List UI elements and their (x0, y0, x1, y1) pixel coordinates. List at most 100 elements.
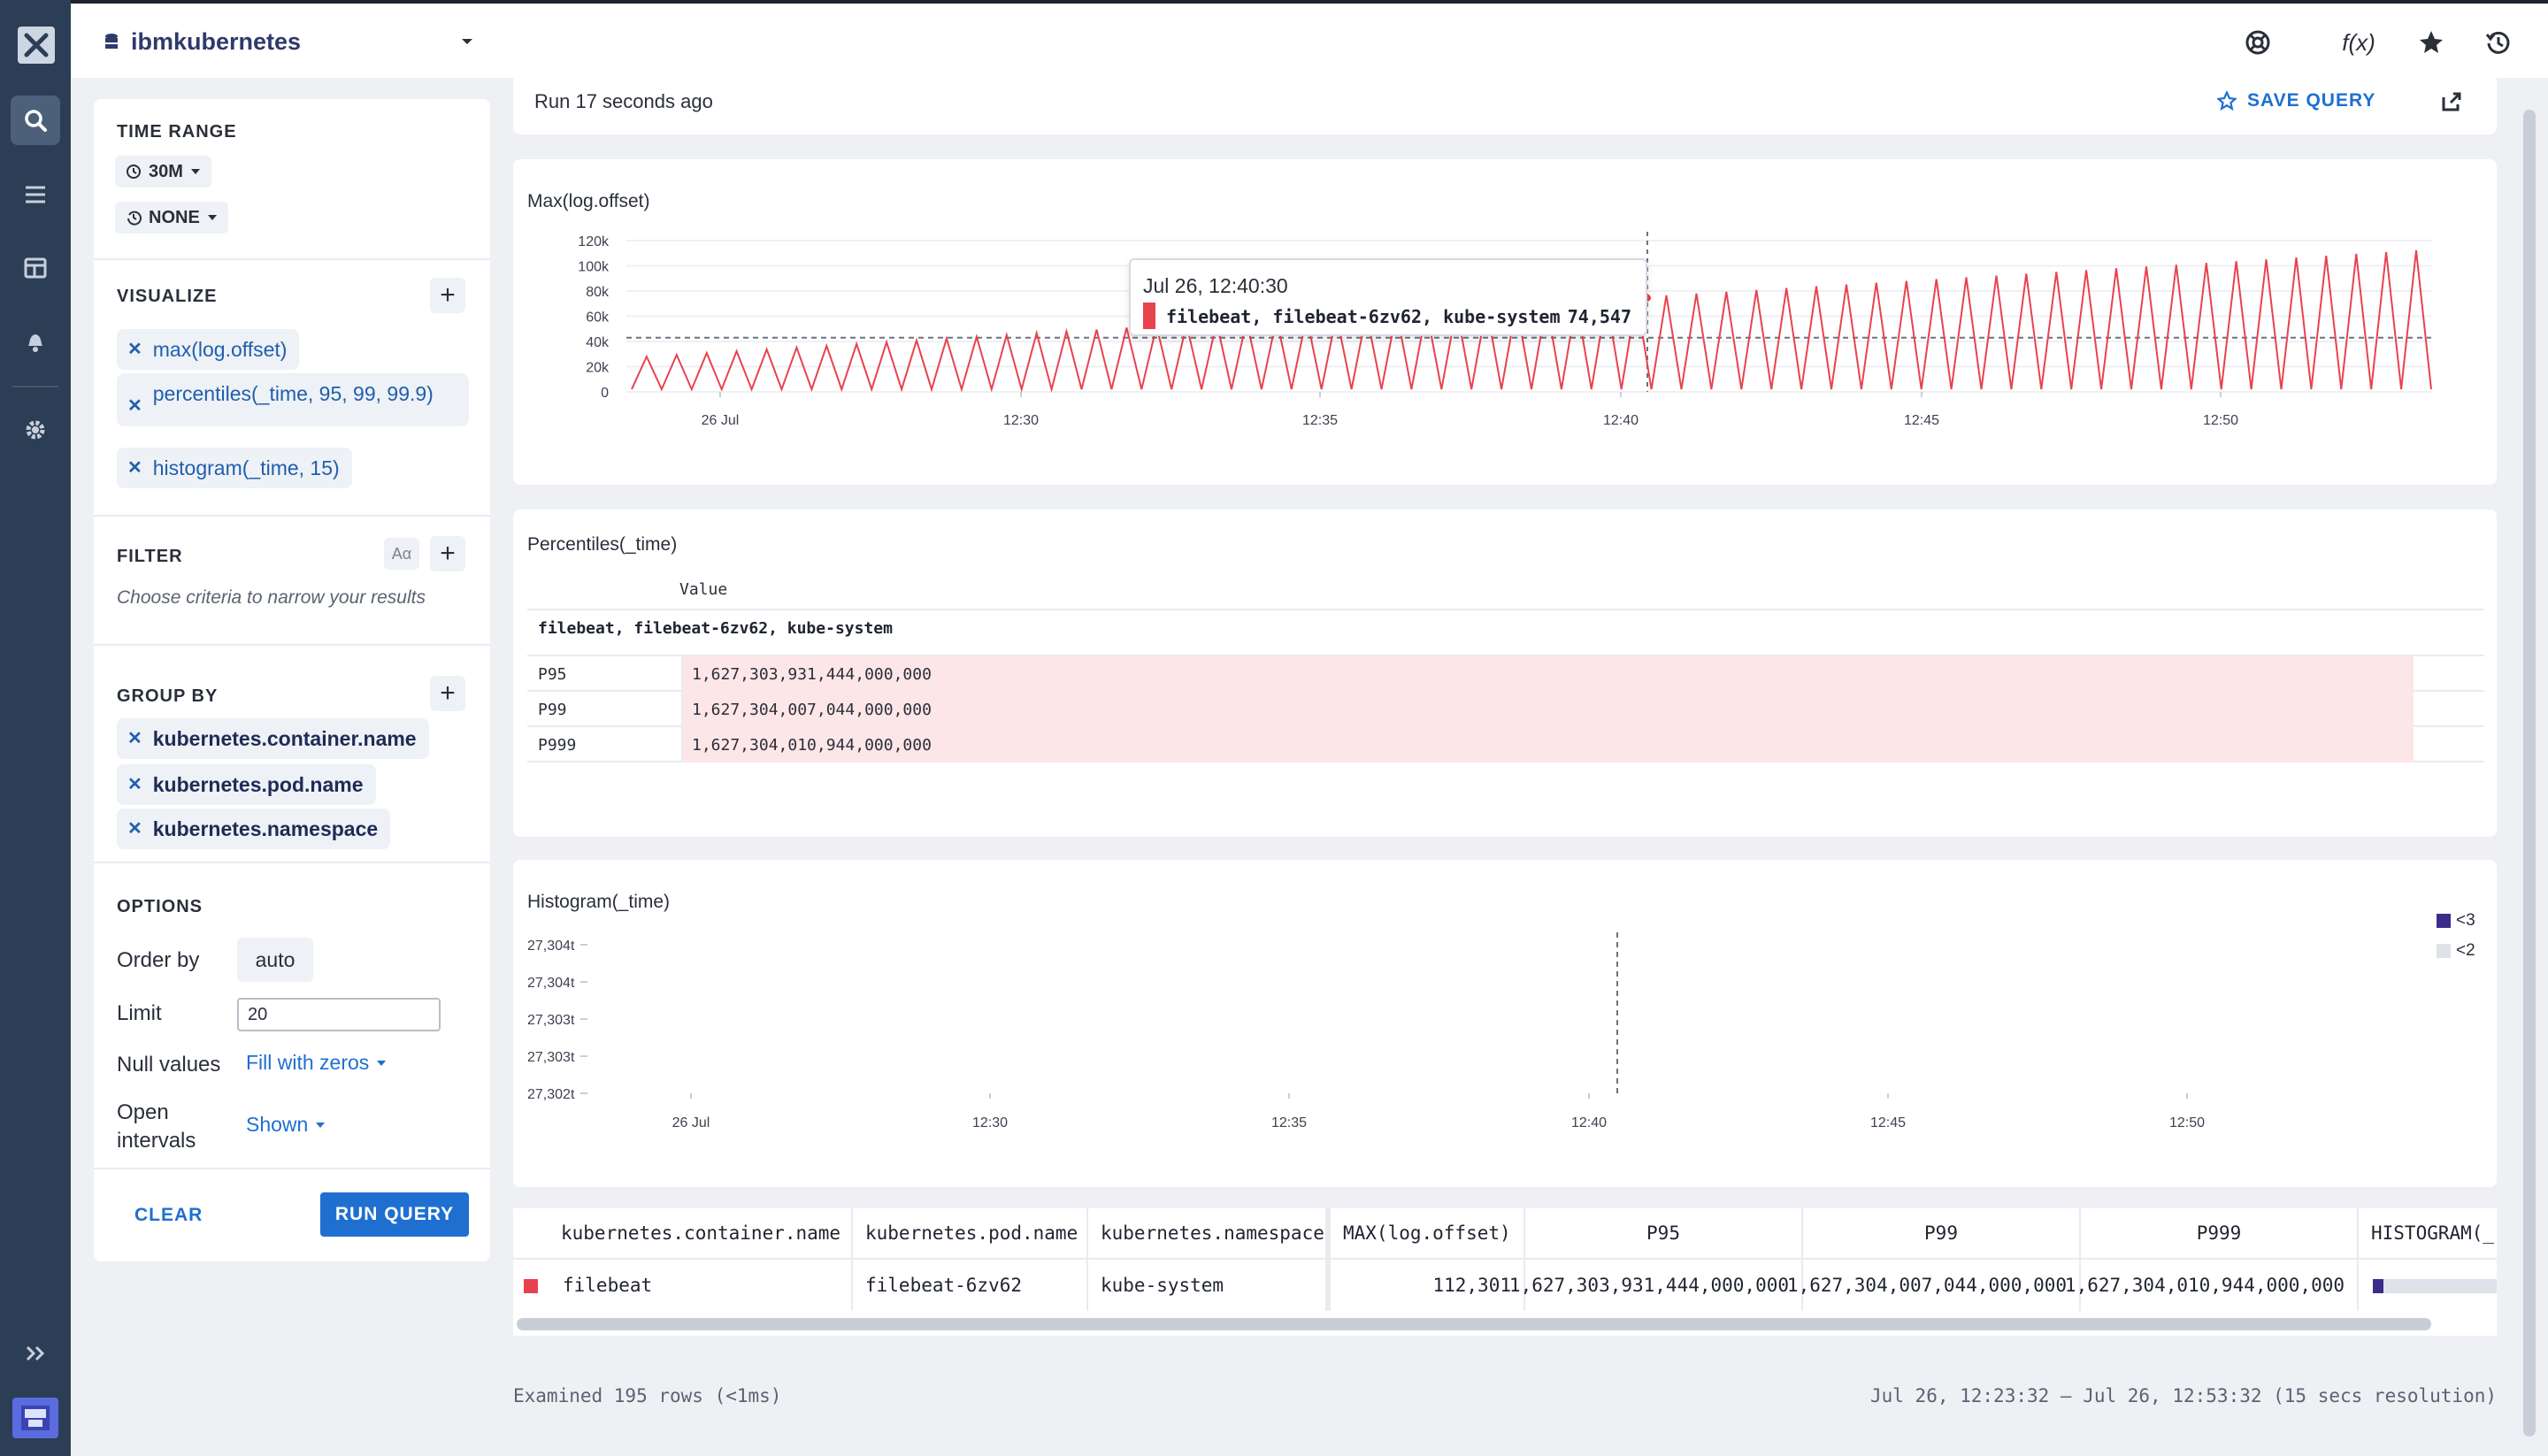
percentiles-label: P999 (538, 736, 577, 755)
order-by-select[interactable]: auto (237, 938, 313, 982)
column-header[interactable]: kubernetes.pod.name (853, 1208, 1088, 1260)
remove-icon[interactable]: ✕ (127, 396, 142, 416)
chevron-down-icon[interactable] (460, 37, 474, 46)
percentiles-label: P95 (538, 665, 567, 684)
filter-section: FILTER Aα + Choose criteria to narrow yo… (94, 517, 490, 646)
group-chip-label: kubernetes.pod.name (152, 773, 364, 796)
avatar[interactable] (12, 1398, 58, 1438)
limit-label: Limit (117, 1001, 162, 1025)
series-swatch (524, 1279, 538, 1293)
horizontal-scrollbar[interactable] (517, 1318, 2431, 1330)
save-query-button[interactable]: SAVE QUERY (2217, 90, 2375, 111)
y-tick-label: 27,304t (527, 939, 575, 954)
remove-icon[interactable]: ✕ (127, 819, 142, 839)
options-title: OPTIONS (117, 897, 203, 916)
histogram-chart[interactable]: 27,304t 27,304t 27,303t 27,303t 27,302t 26 Ju… (513, 860, 2497, 1187)
chart-tooltip: Jul 26, 12:40:30 filebeat, filebeat-6zv6… (1129, 258, 1647, 336)
compare-selector[interactable]: NONE (115, 202, 228, 234)
percentiles-row: P999 1,627,304,010,944,000,000 (527, 727, 2484, 762)
table-cell: 1,627,303,931,444,000,000 (1509, 1260, 1803, 1311)
visualize-chip[interactable]: ✕ histogram(_time, 15) (117, 448, 352, 488)
group-by-section: GROUP BY + ✕ kubernetes.container.name ✕… (94, 646, 490, 863)
x-tick-label: 26 Jul (702, 413, 740, 428)
x-tick-label: 12:50 (2203, 413, 2238, 428)
percentiles-value: 1,627,304,007,044,000,000 (692, 701, 932, 719)
filter-title: FILTER (117, 547, 183, 566)
x-tick-label: 12:35 (1302, 413, 1338, 428)
share-icon[interactable] (2440, 90, 2463, 118)
column-header[interactable]: MAX(log.offset) (1331, 1208, 1525, 1260)
open-intervals-select[interactable]: Shown (246, 1113, 326, 1137)
open-intervals-label: Open intervals (117, 1100, 196, 1153)
visualize-chip-label: histogram(_time, 15) (152, 456, 340, 479)
visualize-chip-label: max(log.offset) (152, 338, 288, 361)
limit-input[interactable] (237, 998, 441, 1031)
column-header[interactable]: P999 (2081, 1208, 2359, 1260)
max-chart-title: Max(log.offset) (527, 191, 650, 211)
column-header[interactable]: kubernetes.namespace (1088, 1208, 1331, 1260)
tooltip-series: filebeat, filebeat-6zv62, kube-system (1166, 306, 1561, 327)
table-cell: 1,627,304,007,044,000,000 (1787, 1260, 2081, 1311)
visualize-chip[interactable]: ✕ max(log.offset) (117, 329, 300, 370)
add-filter-button[interactable]: + (430, 536, 465, 571)
remove-icon[interactable]: ✕ (127, 775, 142, 794)
help-icon[interactable] (2240, 25, 2276, 60)
group-chip[interactable]: ✕ kubernetes.container.name (117, 718, 429, 759)
search-icon[interactable] (11, 96, 60, 145)
null-values-label: Null values (117, 1053, 221, 1077)
column-header[interactable]: P95 (1525, 1208, 1803, 1260)
add-visualization-button[interactable]: + (430, 278, 465, 313)
dashboard-icon[interactable] (11, 243, 60, 293)
bell-icon[interactable] (11, 317, 60, 366)
x-tick-label: 26 Jul (672, 1115, 710, 1130)
remove-icon[interactable]: ✕ (127, 729, 142, 748)
vertical-scrollbar[interactable] (2523, 110, 2536, 1437)
group-chip[interactable]: ✕ kubernetes.pod.name (117, 764, 376, 805)
options-section: OPTIONS Order by auto Limit Null values … (94, 863, 490, 1169)
column-header[interactable]: HISTOGRAM(_ (2359, 1208, 2497, 1260)
order-by-label: Order by (117, 948, 200, 972)
group-chip-label: kubernetes.container.name (152, 727, 417, 750)
dataset-selector[interactable]: ibmkubernetes (104, 28, 301, 56)
chevron-down-icon (377, 1060, 387, 1066)
column-header[interactable]: kubernetes.container.name (513, 1208, 853, 1260)
x-tick-label: 12:45 (1870, 1115, 1906, 1130)
expand-icon[interactable] (11, 1329, 60, 1378)
time-range-selector[interactable]: 30M (115, 156, 211, 188)
history-icon[interactable] (2481, 25, 2516, 60)
close-icon[interactable] (18, 27, 55, 64)
clock-icon (127, 165, 141, 179)
x-tick-label: 12:40 (1571, 1115, 1607, 1130)
open-intervals-value: Shown (246, 1113, 309, 1136)
clear-button[interactable]: CLEAR (134, 1205, 203, 1225)
dataset-name: ibmkubernetes (131, 28, 302, 55)
gear-icon[interactable] (11, 405, 60, 455)
run-status: Run 17 seconds ago (534, 90, 713, 112)
table-cell: 112,301 (1331, 1260, 1525, 1311)
x-tick-label: 12:30 (972, 1115, 1008, 1130)
history-icon (127, 211, 142, 226)
legend-item: <3 (2437, 911, 2475, 931)
case-toggle-button[interactable]: Aα (384, 538, 419, 570)
column-header[interactable]: P99 (1803, 1208, 2081, 1260)
run-query-button[interactable]: RUN QUERY (320, 1192, 469, 1237)
function-icon[interactable]: f(x) (2342, 28, 2375, 56)
filter-placeholder[interactable]: Choose criteria to narrow your results (117, 587, 426, 608)
time-range-title: TIME RANGE (117, 122, 237, 142)
remove-icon[interactable]: ✕ (127, 340, 142, 359)
time-range-summary: Jul 26, 12:23:32 — Jul 26, 12:53:32 (15 … (1869, 1385, 2497, 1406)
histogram-card: Histogram(_time) 27,304t 27,304t 27,303t 27… (513, 860, 2497, 1187)
y-tick-label: 0 (601, 386, 609, 401)
y-tick-label: 27,303t (527, 1013, 575, 1028)
table-row[interactable]: filebeat filebeat-6zv62 kube-system 112,… (513, 1208, 2497, 1336)
percentiles-group: filebeat, filebeat-6zv62, kube-system (538, 619, 893, 638)
visualize-chip[interactable]: ✕ percentiles(_time, 95, 99, 99.9) (117, 373, 469, 426)
chevron-down-icon (190, 169, 200, 174)
add-group-button[interactable]: + (430, 676, 465, 711)
null-values-select[interactable]: Fill with zeros (246, 1051, 387, 1075)
stream-icon[interactable] (11, 170, 60, 219)
percentiles-value: 1,627,303,931,444,000,000 (692, 665, 932, 684)
remove-icon[interactable]: ✕ (127, 458, 142, 478)
star-icon[interactable] (2414, 25, 2449, 60)
group-chip[interactable]: ✕ kubernetes.namespace (117, 808, 391, 849)
